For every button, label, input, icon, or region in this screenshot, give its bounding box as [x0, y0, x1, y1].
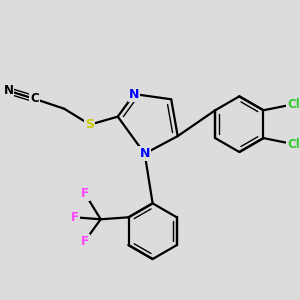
- Text: N: N: [3, 84, 14, 97]
- Text: N: N: [129, 88, 140, 100]
- Text: F: F: [81, 235, 89, 248]
- Text: F: F: [81, 187, 89, 200]
- Text: Cl: Cl: [287, 138, 300, 151]
- Text: S: S: [85, 118, 94, 131]
- Text: N: N: [140, 147, 150, 160]
- Text: F: F: [71, 211, 79, 224]
- Text: C: C: [30, 92, 39, 105]
- Text: Cl: Cl: [287, 98, 300, 111]
